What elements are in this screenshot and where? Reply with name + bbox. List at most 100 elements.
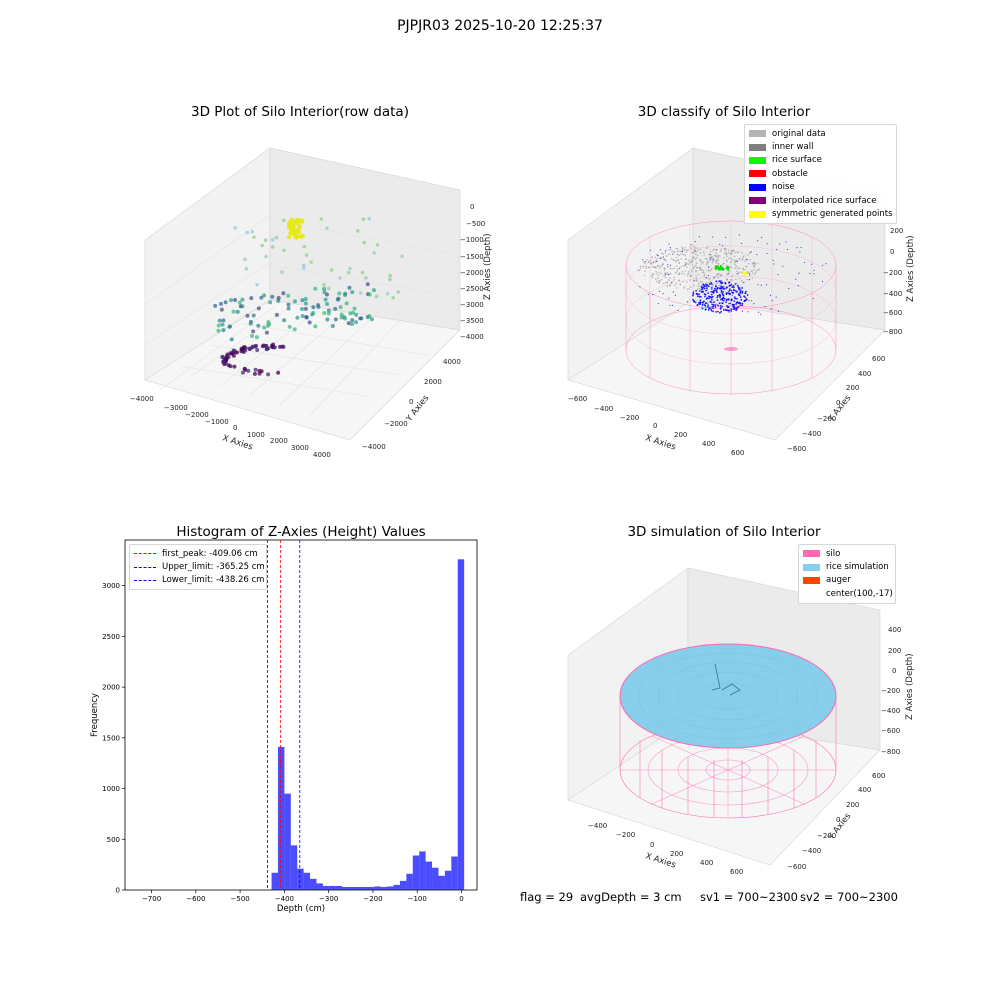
classified-point (700, 268, 703, 271)
classified-point (678, 279, 680, 281)
classified-point (694, 279, 696, 282)
classified-point (722, 297, 725, 300)
classify-z-tick: −600 (883, 309, 902, 317)
classified-point (741, 291, 744, 294)
classified-point (724, 282, 727, 284)
raw-data-point (322, 286, 327, 291)
classified-point (731, 291, 734, 294)
classified-point (731, 275, 733, 277)
raw-data-point (295, 220, 301, 225)
classified-point (692, 257, 695, 259)
classified-point (669, 267, 672, 270)
classified-point (737, 294, 740, 296)
histogram-bar (277, 746, 285, 890)
classified-point (735, 308, 738, 311)
classified-point (676, 250, 679, 253)
raw-data-point (271, 342, 276, 347)
raw-data-point (243, 367, 248, 372)
classified-point (654, 278, 657, 280)
raw-data-point (350, 318, 355, 323)
classified-point (705, 276, 708, 279)
classified-point (733, 303, 736, 306)
classified-point (809, 272, 811, 275)
raw-data-point (385, 291, 390, 296)
classified-point (647, 293, 650, 295)
classified-point (706, 283, 709, 286)
raw-data-point (359, 316, 364, 321)
classified-point (705, 263, 708, 266)
classified-point (695, 250, 698, 253)
classified-point (699, 251, 702, 254)
raw-data-point (241, 346, 246, 351)
classified-point (693, 300, 696, 303)
classified-point (695, 257, 698, 259)
classified-point (709, 259, 711, 262)
raw-x-label: X Axies (221, 433, 254, 452)
classified-point (701, 288, 704, 290)
classified-point (728, 290, 730, 292)
classified-point (699, 248, 702, 251)
classified-point (713, 254, 716, 257)
classified-point (682, 248, 684, 250)
classified-point (654, 256, 657, 259)
classified-point (736, 270, 738, 273)
classified-point (723, 257, 725, 259)
raw-x-tick: −2000 (185, 411, 209, 419)
classified-point (702, 290, 705, 293)
classified-point (705, 247, 708, 250)
classified-point (744, 296, 747, 299)
classified-point (662, 258, 665, 260)
legend-item-lower-limit: Lower_limit: -438.26 cm (134, 574, 264, 587)
classified-point (668, 279, 671, 282)
classified-point (680, 258, 682, 260)
classified-point (727, 268, 730, 271)
classified-point (690, 286, 692, 289)
classified-point (777, 273, 779, 276)
classified-point (695, 269, 698, 272)
classified-point (670, 282, 672, 284)
classified-point (673, 250, 675, 253)
classified-point (757, 262, 759, 265)
raw-data-point (372, 250, 376, 255)
classified-point (745, 271, 748, 274)
classified-point (746, 258, 749, 261)
classify-z-label: Z Axies (Depth) (906, 235, 916, 302)
classified-point (710, 288, 713, 290)
raw-data-point (358, 291, 363, 295)
classified-point (690, 247, 692, 250)
classified-point (728, 292, 730, 295)
classified-point (650, 263, 653, 265)
classified-point (742, 268, 744, 270)
classified-point (727, 292, 729, 294)
classified-point (730, 284, 732, 287)
raw-data-point (326, 308, 331, 313)
histogram-bar (432, 867, 439, 890)
raw-data-point (290, 224, 296, 229)
raw-data-point (233, 225, 237, 230)
raw-data-point (292, 219, 298, 224)
raw-data-point (355, 229, 360, 233)
sim-z-tick: 200 (888, 647, 901, 655)
classified-point (701, 281, 703, 283)
classified-point (716, 299, 719, 302)
legend-label: auger (826, 575, 851, 586)
classified-point (708, 278, 711, 280)
classified-point (773, 263, 775, 265)
classified-point (738, 267, 741, 270)
classified-point (753, 264, 756, 266)
raw-data-point (296, 219, 302, 224)
classified-point (695, 278, 698, 280)
classified-point (750, 270, 753, 272)
classified-point (741, 252, 743, 254)
sim-z-label: Z Axies (Depth) (905, 653, 915, 720)
raw-data-point (264, 343, 269, 348)
raw-data-point (256, 306, 261, 311)
raw-data-point (242, 344, 247, 349)
classified-point (714, 254, 717, 257)
raw-data-point (223, 361, 228, 366)
classified-point (707, 303, 709, 305)
raw-data-point (222, 360, 227, 365)
classified-point (698, 267, 701, 270)
classified-point (708, 283, 711, 286)
classified-point (751, 270, 753, 272)
